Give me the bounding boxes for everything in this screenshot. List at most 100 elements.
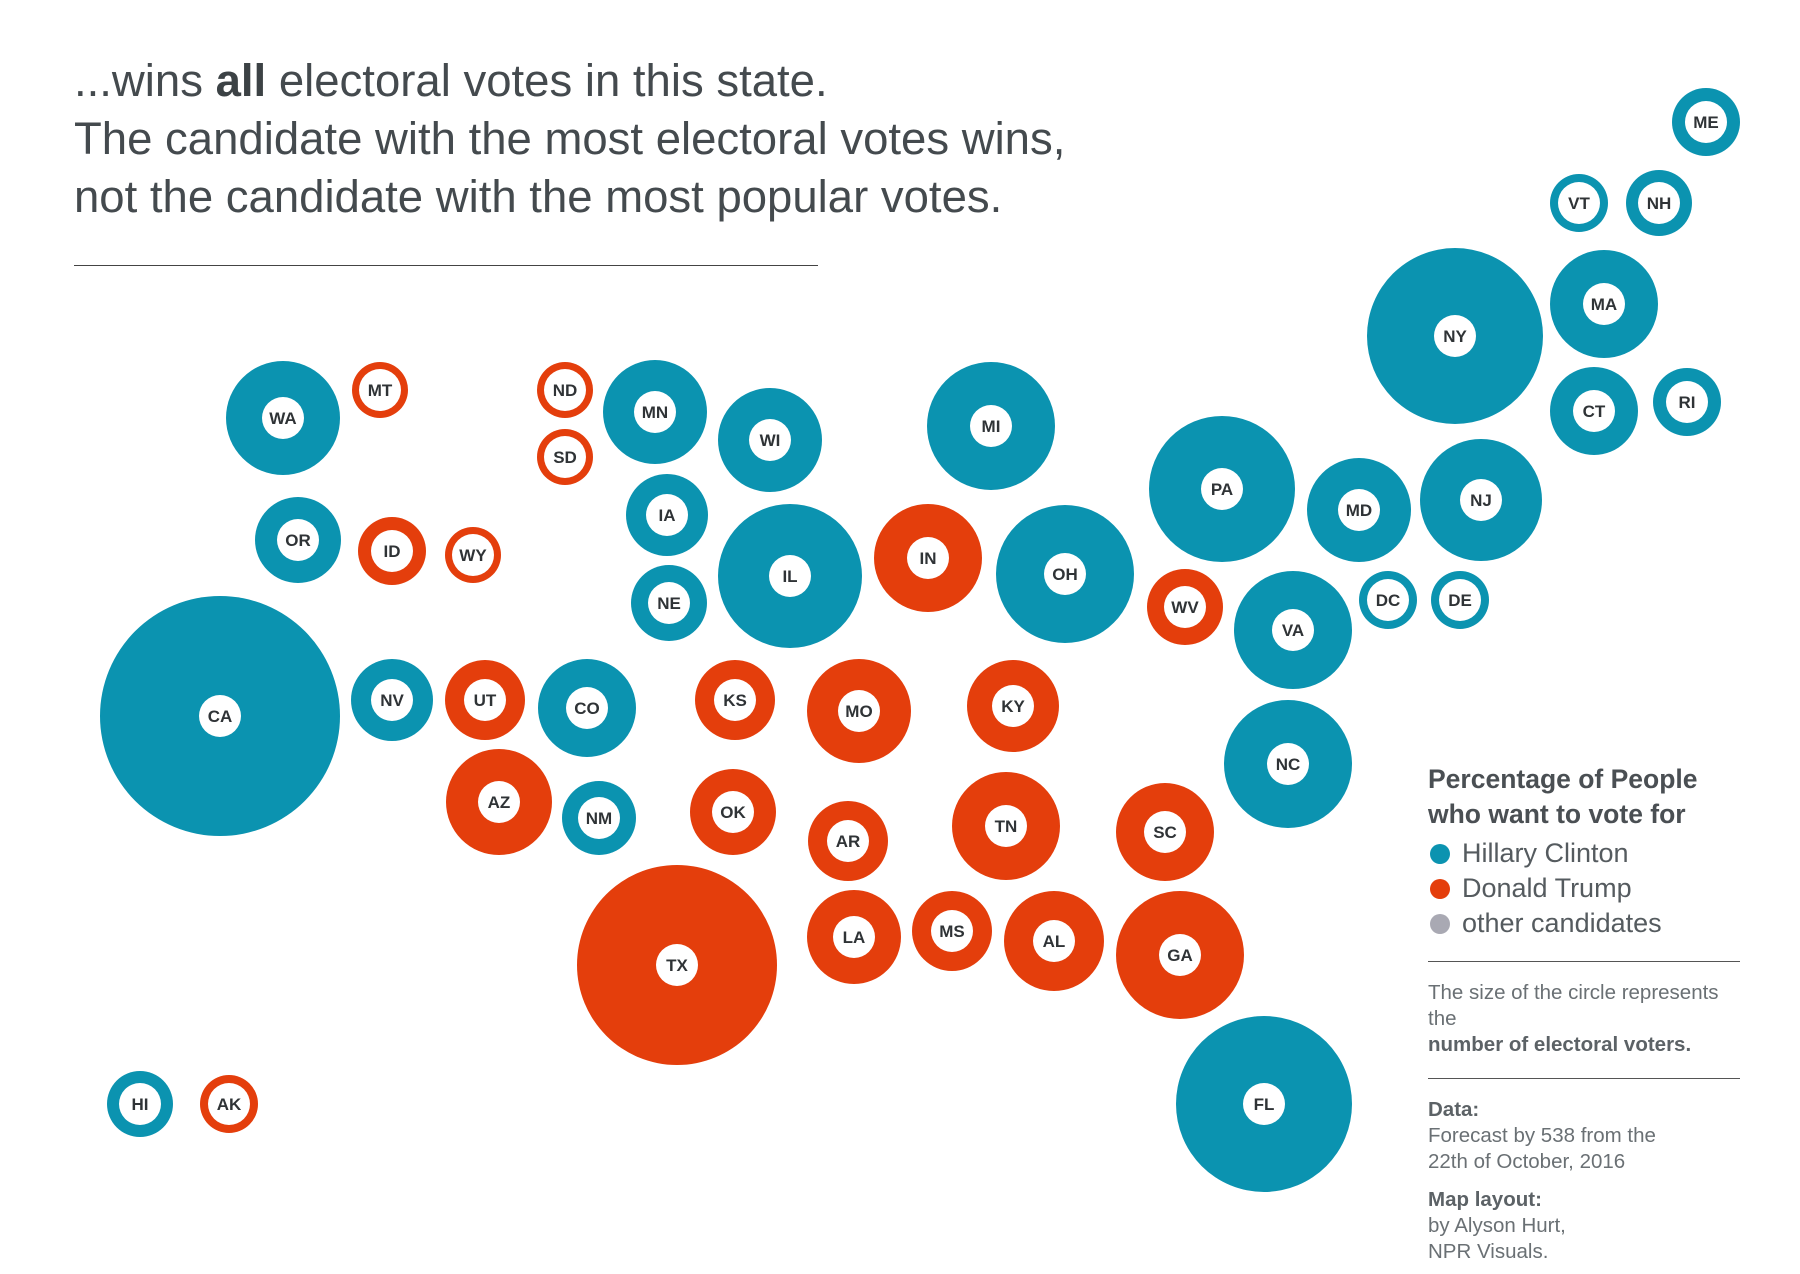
state-label-sd: SD: [553, 448, 577, 467]
state-label-id: ID: [384, 542, 401, 561]
state-bubble-ma: MA: [1550, 250, 1658, 358]
headline-line-3: not the candidate with the most popular …: [74, 171, 1003, 222]
state-bubble-ok: OK: [690, 769, 776, 855]
state-label-bg-ny: [1434, 315, 1476, 357]
state-bubble-co: CO: [538, 659, 636, 757]
state-label-bg-mt: [359, 369, 401, 411]
state-label-bg-sc: [1144, 811, 1186, 853]
state-label-nc: NC: [1276, 755, 1301, 774]
legend-title: Percentage of People who want to vote fo…: [1428, 762, 1758, 832]
state-bubble-nj: NJ: [1420, 439, 1542, 561]
size-note-line-2: the number of electoral voters.: [1428, 1006, 1758, 1058]
state-label-bg-pa: [1201, 468, 1243, 510]
state-label-nh: NH: [1647, 194, 1672, 213]
data-source-line-2: 22th of October, 2016: [1428, 1150, 1626, 1173]
state-label-bg-wi: [749, 419, 791, 461]
state-label-bg-al: [1033, 920, 1075, 962]
state-label-mo: MO: [845, 702, 872, 721]
legend-title-line-2: who want to vote for: [1428, 799, 1686, 829]
legend-label-other: other candidates: [1462, 908, 1662, 938]
state-label-fl: FL: [1254, 1095, 1275, 1114]
state-label-ky: KY: [1001, 697, 1025, 716]
legend-label-trump: Donald Trump: [1462, 873, 1632, 903]
legend-item-trump: Donald Trump: [1428, 871, 1758, 906]
state-label-bg-nm: [578, 797, 620, 839]
state-label-bg-ky: [992, 685, 1034, 727]
legend-item-clinton: Hillary Clinton: [1428, 836, 1758, 871]
state-label-wy: WY: [459, 546, 487, 565]
state-label-mi: MI: [982, 417, 1001, 436]
state-bubble-ks: KS: [695, 660, 775, 740]
state-label-bg-ks: [714, 679, 756, 721]
state-label-bg-md: [1338, 489, 1380, 531]
state-bubble-nm: NM: [562, 781, 636, 855]
legend-title-line-1: Percentage of People: [1428, 764, 1698, 794]
state-label-bg-mo: [838, 690, 880, 732]
legend-items: Hillary Clinton Donald Trump other candi…: [1428, 836, 1758, 941]
state-label-in: IN: [920, 549, 937, 568]
state-label-nm: NM: [586, 809, 612, 828]
state-bubble-mi: MI: [927, 362, 1055, 490]
size-note-prefix: the: [1428, 1007, 1457, 1030]
state-label-ny: NY: [1443, 327, 1467, 346]
state-label-dc: DC: [1376, 591, 1401, 610]
data-source-text: Forecast by 538 from the: [1428, 1124, 1656, 1147]
state-bubble-ut: UT: [445, 660, 525, 740]
map-layout-line-1: Map layout: by Alyson Hurt,: [1428, 1187, 1758, 1239]
state-label-bg-ms: [931, 910, 973, 952]
state-label-bg-dc: [1367, 579, 1409, 621]
state-label-vt: VT: [1568, 194, 1590, 213]
state-label-bg-id: [371, 530, 413, 572]
state-label-ak: AK: [217, 1095, 242, 1114]
headline-emphasis: all: [215, 55, 267, 106]
state-label-pa: PA: [1211, 480, 1233, 499]
size-note-line-1: The size of the circle represents: [1428, 981, 1719, 1004]
state-bubble-sd: SD: [537, 429, 593, 485]
state-label-bg-ar: [827, 820, 869, 862]
state-label-bg-co: [566, 687, 608, 729]
state-bubble-nc: NC: [1224, 700, 1352, 828]
state-label-bg-mn: [634, 391, 676, 433]
state-bubble-tn: TN: [952, 772, 1060, 880]
title-divider: [74, 265, 818, 266]
state-label-bg-ga: [1159, 934, 1201, 976]
state-label-bg-sd: [544, 436, 586, 478]
legend-divider-1: [1428, 961, 1740, 962]
state-bubble-az: AZ: [446, 749, 552, 855]
state-label-sc: SC: [1153, 823, 1177, 842]
state-bubble-ky: KY: [967, 660, 1059, 752]
state-label-ms: MS: [939, 922, 965, 941]
state-label-bg-wa: [262, 397, 304, 439]
state-bubble-vt: VT: [1550, 174, 1608, 232]
state-label-bg-de: [1439, 579, 1481, 621]
state-bubble-ne: NE: [631, 565, 707, 641]
state-bubble-ga: GA: [1116, 891, 1244, 1019]
state-label-bg-ma: [1583, 283, 1625, 325]
state-label-bg-va: [1272, 609, 1314, 651]
state-label-tn: TN: [995, 817, 1018, 836]
headline-line-1-suffix: electoral votes in this state.: [266, 55, 828, 106]
state-label-ga: GA: [1167, 946, 1193, 965]
state-label-de: DE: [1448, 591, 1472, 610]
state-bubble-wa: WA: [226, 361, 340, 475]
state-label-ne: NE: [657, 594, 681, 613]
state-bubble-ca: CA: [100, 596, 340, 836]
state-bubble-wi: WI: [718, 388, 822, 492]
state-label-bg-ne: [648, 582, 690, 624]
state-label-bg-tx: [656, 944, 698, 986]
state-label-bg-tn: [985, 805, 1027, 847]
state-bubble-tx: TX: [577, 865, 777, 1065]
state-bubble-dc: DC: [1359, 571, 1417, 629]
legend-label-clinton: Hillary Clinton: [1462, 838, 1629, 868]
state-bubble-pa: PA: [1149, 416, 1295, 562]
state-label-tx: TX: [666, 956, 688, 975]
state-label-la: LA: [843, 928, 866, 947]
state-label-bg-il: [769, 555, 811, 597]
state-bubble-mn: MN: [603, 360, 707, 464]
state-label-bg-fl: [1243, 1083, 1285, 1125]
legend-swatch-other: [1430, 913, 1450, 934]
state-bubble-il: IL: [718, 504, 862, 648]
state-label-bg-vt: [1558, 182, 1600, 224]
headline: ...wins all electoral votes in this stat…: [74, 52, 1174, 226]
state-label-me: ME: [1693, 113, 1719, 132]
